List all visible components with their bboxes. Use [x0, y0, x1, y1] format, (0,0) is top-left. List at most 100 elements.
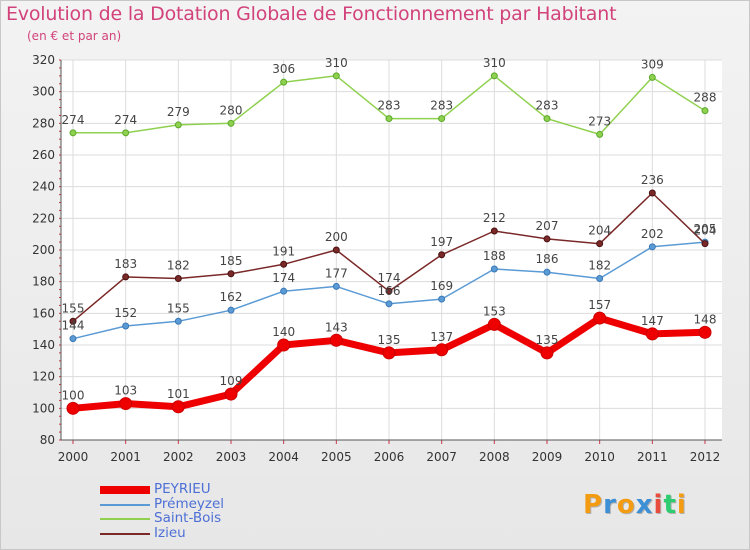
y-minor-tick	[59, 138, 61, 140]
data-point	[438, 115, 446, 123]
data-point	[122, 129, 130, 137]
data-label: 153	[483, 304, 506, 318]
data-point	[543, 268, 551, 276]
data-point	[69, 335, 77, 343]
data-label: 279	[167, 105, 190, 119]
y-tick-label: 240	[32, 180, 55, 194]
y-tick-label: 200	[32, 243, 55, 257]
y-tick-label: 120	[32, 370, 55, 384]
y-tick-label: 300	[32, 85, 55, 99]
data-label: 236	[641, 173, 664, 187]
data-point	[385, 115, 393, 123]
y-minor-tick	[59, 233, 61, 235]
data-point	[596, 275, 604, 282]
legend-label: PEYRIEU	[154, 481, 211, 497]
data-point	[227, 306, 235, 314]
y-minor-tick	[59, 67, 61, 69]
y-minor-tick	[59, 320, 61, 322]
data-point	[332, 246, 340, 254]
data-point	[540, 346, 554, 360]
x-tick-label: 2009	[532, 450, 563, 464]
y-minor-tick	[59, 178, 61, 180]
data-label: 188	[483, 249, 506, 263]
data-label: 274	[62, 113, 85, 127]
data-point	[435, 343, 449, 357]
y-minor-tick	[59, 209, 61, 211]
data-label: 204	[588, 224, 611, 238]
data-label: 185	[220, 254, 243, 268]
data-point	[224, 387, 238, 401]
y-minor-tick	[59, 130, 61, 132]
y-tick-label: 320	[32, 53, 55, 67]
data-label: 200	[325, 230, 348, 244]
y-minor-tick	[59, 249, 61, 251]
data-label: 212	[483, 211, 506, 225]
data-point	[698, 325, 712, 339]
y-tick-label: 80	[40, 433, 55, 447]
data-label: 137	[430, 330, 453, 344]
data-point	[648, 189, 656, 197]
data-label: 174	[378, 271, 401, 285]
data-label: 204	[694, 224, 717, 238]
data-label: 280	[220, 103, 243, 117]
data-point	[438, 251, 446, 259]
data-label: 197	[430, 235, 453, 249]
x-tick-label: 2006	[374, 450, 405, 464]
y-minor-tick	[59, 91, 61, 93]
data-point	[332, 282, 340, 290]
y-minor-tick	[59, 114, 61, 116]
data-label: 157	[588, 298, 611, 312]
y-minor-tick	[59, 75, 61, 77]
data-label: 143	[325, 320, 348, 334]
y-minor-tick	[59, 59, 61, 61]
y-minor-tick	[59, 297, 61, 298]
data-label: 101	[167, 387, 190, 401]
legend-label: Prémeyzel	[154, 495, 225, 512]
data-label: 310	[325, 56, 348, 70]
legend-swatch	[100, 518, 150, 520]
y-tick-label: 220	[32, 211, 55, 225]
data-point	[543, 235, 551, 243]
y-minor-tick	[59, 217, 61, 219]
data-label: 186	[536, 252, 559, 266]
y-tick-label: 180	[32, 275, 55, 289]
y-minor-tick	[59, 399, 61, 401]
chart-subtitle: (en € et par an)	[27, 29, 122, 43]
y-minor-tick	[59, 431, 61, 433]
y-minor-tick	[59, 99, 61, 101]
data-label: 103	[114, 384, 137, 398]
y-minor-tick	[59, 336, 61, 338]
data-label: 109	[220, 374, 243, 388]
y-minor-tick	[59, 83, 61, 85]
data-label: 135	[536, 333, 559, 347]
x-tick-label: 2003	[216, 450, 247, 464]
data-label: 283	[536, 99, 559, 113]
data-label: 207	[536, 219, 559, 233]
data-point	[596, 240, 604, 248]
y-minor-tick	[59, 304, 61, 306]
data-point	[277, 338, 291, 352]
logo-letter: i	[676, 490, 687, 520]
data-point	[174, 275, 182, 282]
y-tick-label: 260	[32, 148, 55, 162]
data-label: 191	[272, 244, 295, 258]
y-minor-tick	[59, 376, 61, 378]
data-point	[69, 129, 77, 137]
data-point	[645, 327, 659, 341]
y-tick-label: 100	[32, 401, 55, 415]
y-minor-tick	[59, 241, 61, 243]
data-point	[596, 130, 604, 138]
y-tick-label: 280	[32, 116, 55, 130]
y-minor-tick	[59, 225, 61, 227]
data-label: 310	[483, 56, 506, 70]
data-point	[174, 121, 182, 129]
data-point	[487, 317, 501, 331]
data-label: 274	[114, 113, 137, 127]
y-minor-tick	[59, 312, 61, 314]
data-label: 155	[167, 301, 190, 315]
y-minor-tick	[59, 352, 61, 354]
logo-letter: r	[603, 490, 617, 520]
y-minor-tick	[59, 202, 61, 203]
data-point	[382, 346, 396, 360]
